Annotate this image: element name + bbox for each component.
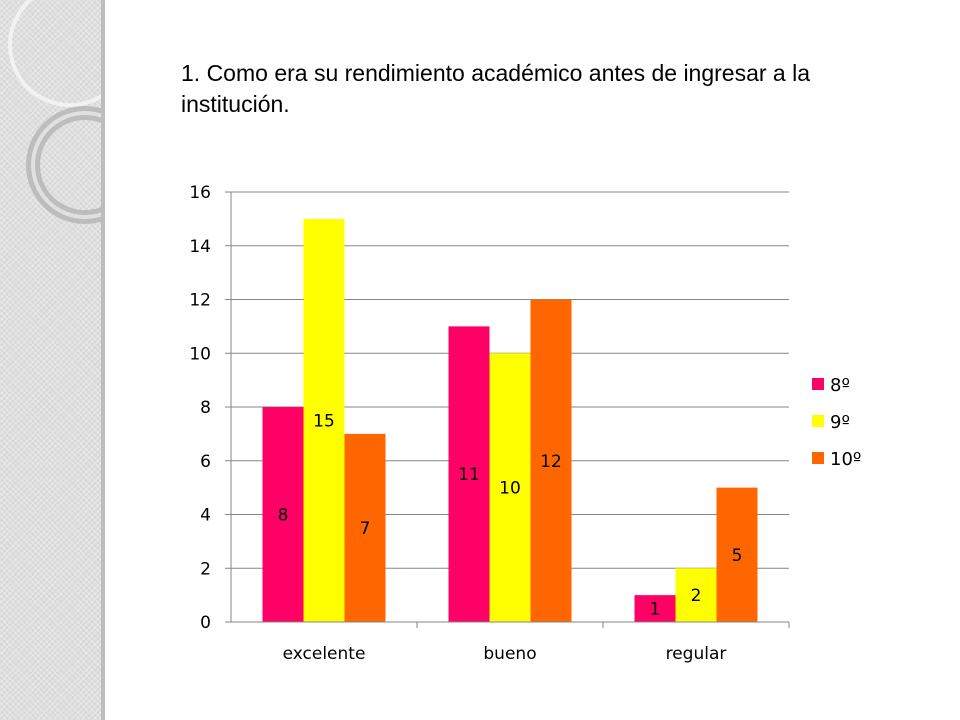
y-tick-label: 8 — [200, 398, 211, 418]
y-tick-label: 12 — [189, 291, 211, 311]
y-tick-label: 10 — [189, 344, 211, 364]
bar — [303, 218, 345, 622]
data-label: 8 — [278, 506, 289, 526]
y-tick-label: 14 — [189, 237, 211, 257]
x-category-label: regular — [666, 644, 727, 664]
legend-swatch — [812, 378, 824, 390]
bar — [716, 487, 758, 622]
bar — [530, 299, 572, 622]
bar — [489, 353, 531, 622]
band-edge — [101, 0, 105, 720]
bar — [675, 568, 717, 622]
legend: 8º 9º 10º — [812, 375, 861, 470]
data-label: 12 — [540, 452, 562, 472]
bar — [448, 326, 490, 622]
slide-title: 1. Como era su rendimiento académico ant… — [181, 60, 811, 117]
data-label: 11 — [458, 465, 480, 485]
data-label: 2 — [691, 586, 702, 606]
x-category-label: excelente — [283, 644, 366, 664]
side-decoration-band — [0, 0, 105, 720]
data-label: 1 — [650, 600, 661, 620]
bar — [262, 407, 304, 622]
x-category-label: bueno — [483, 644, 536, 664]
data-label: 15 — [313, 411, 335, 431]
decorative-circles — [8, 0, 105, 224]
decor-circle-large — [8, 0, 105, 107]
bars — [262, 218, 758, 622]
y-tick-label: 2 — [200, 559, 211, 579]
y-tick-label: 0 — [200, 613, 211, 633]
y-tick-label: 16 — [189, 183, 211, 203]
data-label: 5 — [732, 546, 743, 566]
legend-swatch — [812, 415, 824, 427]
y-tick-label: 4 — [200, 506, 211, 526]
bar — [634, 595, 676, 622]
decor-circle-ring-highlight — [31, 111, 105, 219]
legend-label: 10º — [830, 449, 861, 470]
y-tick-label: 6 — [200, 452, 211, 472]
data-label: 7 — [360, 519, 371, 539]
legend-swatch — [812, 452, 824, 464]
data-label: 10 — [499, 479, 521, 499]
bar — [344, 433, 386, 622]
legend-label: 8º — [830, 375, 850, 396]
legend-label: 9º — [830, 412, 850, 433]
